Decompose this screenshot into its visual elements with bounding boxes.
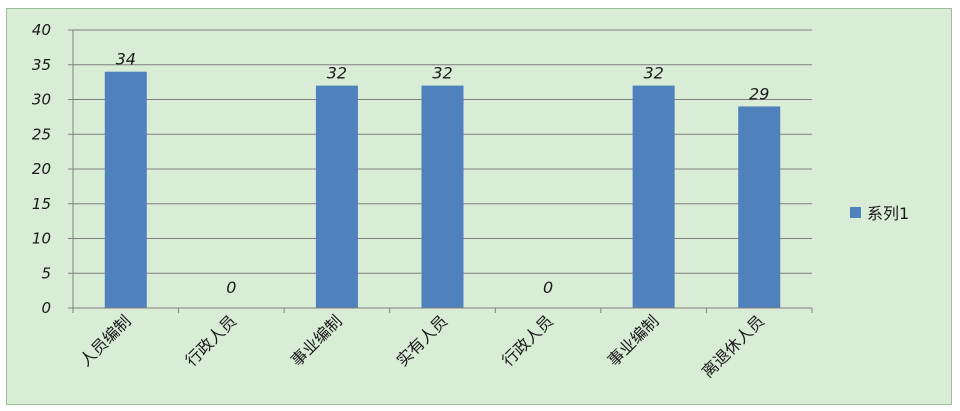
x-category-label: 事业编制 <box>287 311 346 370</box>
x-category-label: 人员编制 <box>76 311 135 370</box>
y-axis-ticks: 0 5 10 15 20 25 30 35 40 <box>32 21 813 317</box>
legend: 系列1 <box>850 200 909 224</box>
data-label: 32 <box>432 64 452 83</box>
chart-frame <box>6 8 952 405</box>
data-label: 32 <box>643 64 663 83</box>
data-label: 0 <box>226 278 236 297</box>
bar <box>421 85 464 308</box>
data-label: 29 <box>749 84 769 103</box>
y-tick-label: 35 <box>32 56 51 74</box>
data-labels: 34 0 32 32 0 32 29 <box>116 50 770 297</box>
bar <box>104 71 147 308</box>
bar <box>315 85 358 308</box>
y-tick-label: 30 <box>32 91 51 109</box>
bar <box>738 106 781 308</box>
data-label: 0 <box>543 278 553 297</box>
y-tick-label: 25 <box>32 125 51 143</box>
y-tick-label: 15 <box>32 195 51 213</box>
y-tick-label: 10 <box>32 230 51 248</box>
x-category-label: 实有人员 <box>393 311 452 370</box>
bars <box>104 71 781 308</box>
legend-label: 系列1 <box>867 204 910 223</box>
y-tick-label: 0 <box>41 299 51 317</box>
data-label: 32 <box>327 64 347 83</box>
y-tick-label: 5 <box>41 264 51 282</box>
x-axis-labels: 人员编制 行政人员 事业编制 实有人员 行政人员 事业编制 离退休人员 <box>76 311 768 381</box>
bar <box>632 85 675 308</box>
y-tick-label: 40 <box>32 21 51 39</box>
legend-swatch <box>850 206 861 218</box>
data-label: 34 <box>116 50 136 69</box>
x-category-label: 行政人员 <box>181 311 240 370</box>
x-category-label: 行政人员 <box>498 311 557 370</box>
x-category-label: 离退休人员 <box>698 311 768 381</box>
x-category-label: 事业编制 <box>604 311 663 370</box>
y-tick-label: 20 <box>32 160 51 178</box>
